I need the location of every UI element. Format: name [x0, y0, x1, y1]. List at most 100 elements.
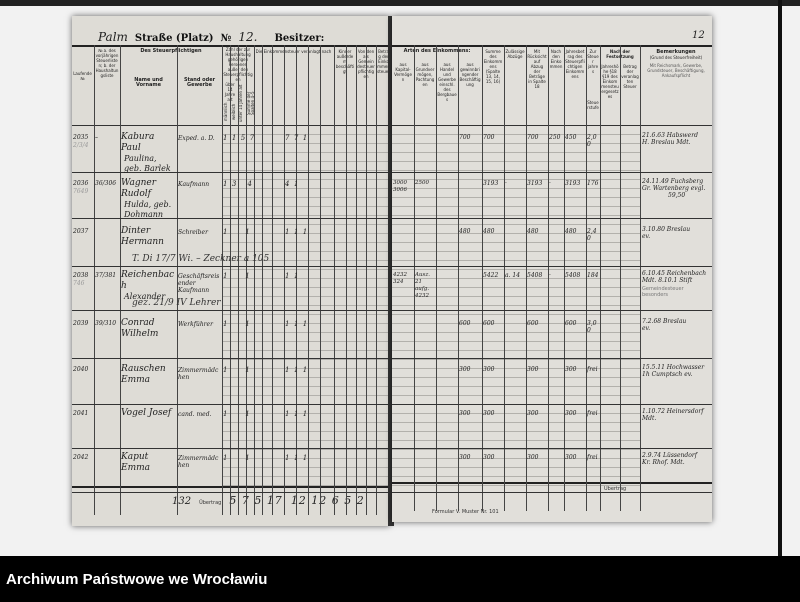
ruling-line: [222, 305, 390, 306]
ruling-line: [222, 296, 390, 297]
deductions: ·: [505, 180, 507, 187]
row-divider: [392, 358, 712, 359]
income-employment: 600: [459, 320, 471, 327]
column-rule: [246, 45, 247, 515]
occupation-cell: Zimmermädchen: [178, 455, 221, 469]
tax-step: 2,00: [587, 134, 597, 148]
remark-line-2: Gr. Wartenberg evgl.: [642, 185, 706, 192]
row-number-cell: 2038 746: [73, 272, 93, 288]
ruling-line: [222, 206, 390, 207]
occupation: Schreiber: [178, 229, 208, 236]
persons-cell: 1 1: [223, 320, 261, 328]
remark-line-1: 2.9.74 Lüssendorf: [642, 452, 697, 459]
occupation: Kaufmann: [178, 181, 210, 188]
col-header-running-no: Laufende №: [73, 71, 92, 81]
ruling-line: [222, 269, 390, 270]
ruling-line: [222, 152, 390, 153]
ruling-line: [392, 431, 640, 432]
row-number-cell: 2035 2/3/4: [73, 134, 93, 150]
header-rule: [392, 45, 712, 47]
row-divider: [72, 218, 390, 219]
income-sum-cell: 3193: [483, 180, 503, 187]
tax-step-cell: 2,00: [587, 134, 600, 148]
tax-marks-cell: 1 1: [285, 272, 333, 280]
page-number: 12: [692, 30, 705, 41]
annual-income-cell: 300: [565, 410, 585, 417]
ruling-line: [392, 278, 640, 279]
occupation-cell: Schreiber: [178, 229, 221, 236]
household-counts: 1 3 4: [223, 180, 252, 188]
carry-over-label: Übertrag: [199, 500, 222, 506]
taxpayer-name: Kaput Emma: [121, 452, 151, 473]
income-employment: 300: [459, 454, 471, 461]
row-ref-b: 2/3/4: [73, 142, 89, 149]
income-employment: 300: [459, 410, 471, 417]
ruling-line: [392, 440, 640, 441]
column-rule: [254, 45, 255, 515]
right-carry-label: Übertrag: [604, 486, 627, 492]
occupation: Geschäftsreisender Kaufmann: [178, 273, 220, 294]
right-page: 12 Arten des Einkommens: aus Kapital-Ver…: [392, 16, 712, 522]
ruling-line: [222, 476, 390, 477]
col-header-male: männlich: [223, 102, 228, 122]
income-sum-cell: 300: [483, 454, 503, 461]
annual-income-cell: 300: [565, 454, 585, 461]
row-divider: [392, 448, 712, 449]
row-divider: [392, 492, 712, 493]
row-number-cell: 2041: [73, 410, 93, 418]
row-divider: [72, 310, 390, 311]
annual-income-cell: 480: [565, 228, 585, 235]
income-employment-cell: 300: [459, 454, 481, 461]
persons-cell: 1 3 4: [223, 180, 261, 188]
taxpayer-name-2: Alexander: [124, 292, 166, 301]
row-ref-b: 7649: [73, 188, 89, 195]
ruling-line: [222, 251, 390, 252]
col-header-after-deductions: Mit Rücksicht auf Abzug der Beträge in S…: [527, 49, 547, 89]
ruling-line: [222, 224, 390, 225]
persons-cell: 1 1: [223, 366, 261, 374]
form-label: Formular V. Muster Nr. 101: [432, 509, 499, 515]
income-sum-cell: 300: [483, 366, 503, 373]
column-rule: [308, 45, 309, 515]
row-number: 2040: [73, 366, 89, 373]
remarks-notes: Mit Reichsmark, Gewerbe, Grundsteuer, Be…: [647, 63, 705, 78]
column-rule: [620, 45, 621, 511]
ruling-line: [222, 458, 390, 459]
ruling-line: [222, 161, 390, 162]
row-divider: [72, 492, 390, 493]
ruling-line: [222, 233, 390, 234]
taxpayer-name: Wagner Rudolf: [121, 178, 157, 199]
tax-step-cell: 184: [587, 272, 600, 279]
annual-income: 600: [565, 320, 577, 327]
tax-marks-cell: 4 1: [285, 180, 333, 188]
tax-step: frei: [587, 366, 598, 373]
row-ref: –: [95, 134, 98, 141]
column-rule: [376, 45, 377, 515]
tax-totals: 12 12 6 5 2: [290, 494, 365, 507]
ruling-line: [392, 323, 640, 324]
tax-step: 176: [587, 180, 599, 187]
col-header-tax: Betrag der Einkommensteuer: [377, 49, 390, 74]
column-rule: [284, 45, 285, 515]
ruling-line: [392, 287, 640, 288]
remarks-cell: 7.2.68 Breslau ev.: [642, 318, 710, 332]
occupation: Exped. a. D.: [178, 135, 215, 142]
column-rule: [334, 45, 335, 515]
ruling-line: [222, 449, 390, 450]
remarks-cell: 15.5.11 Hochwasser 1h Cumptsch ev.: [642, 364, 710, 378]
name-cell: Dinter Hermann: [121, 226, 176, 248]
tax-marks-cell: 1 1 1: [285, 228, 333, 236]
col-header-ref: № a. des vorjährigen Steuerlisten; b. de…: [95, 48, 119, 78]
total-rule: [72, 486, 390, 488]
tax-step: 3,00: [587, 320, 597, 334]
tax-step: 2,40: [587, 228, 597, 242]
remarks-subtitle: (Grund des Steuerfreiheit): [649, 55, 703, 60]
name-cell: Kaput Emma: [121, 452, 176, 474]
ruling-line: [392, 458, 640, 459]
column-rule: [458, 45, 459, 511]
income-sum: 300: [483, 366, 495, 373]
ruling-line: [222, 359, 390, 360]
remark-line-1: 21.6.63 Habswerd: [642, 132, 698, 139]
income-sum: 300: [483, 454, 495, 461]
remark-line-2: 1h Cumptsch ev.: [642, 371, 693, 378]
